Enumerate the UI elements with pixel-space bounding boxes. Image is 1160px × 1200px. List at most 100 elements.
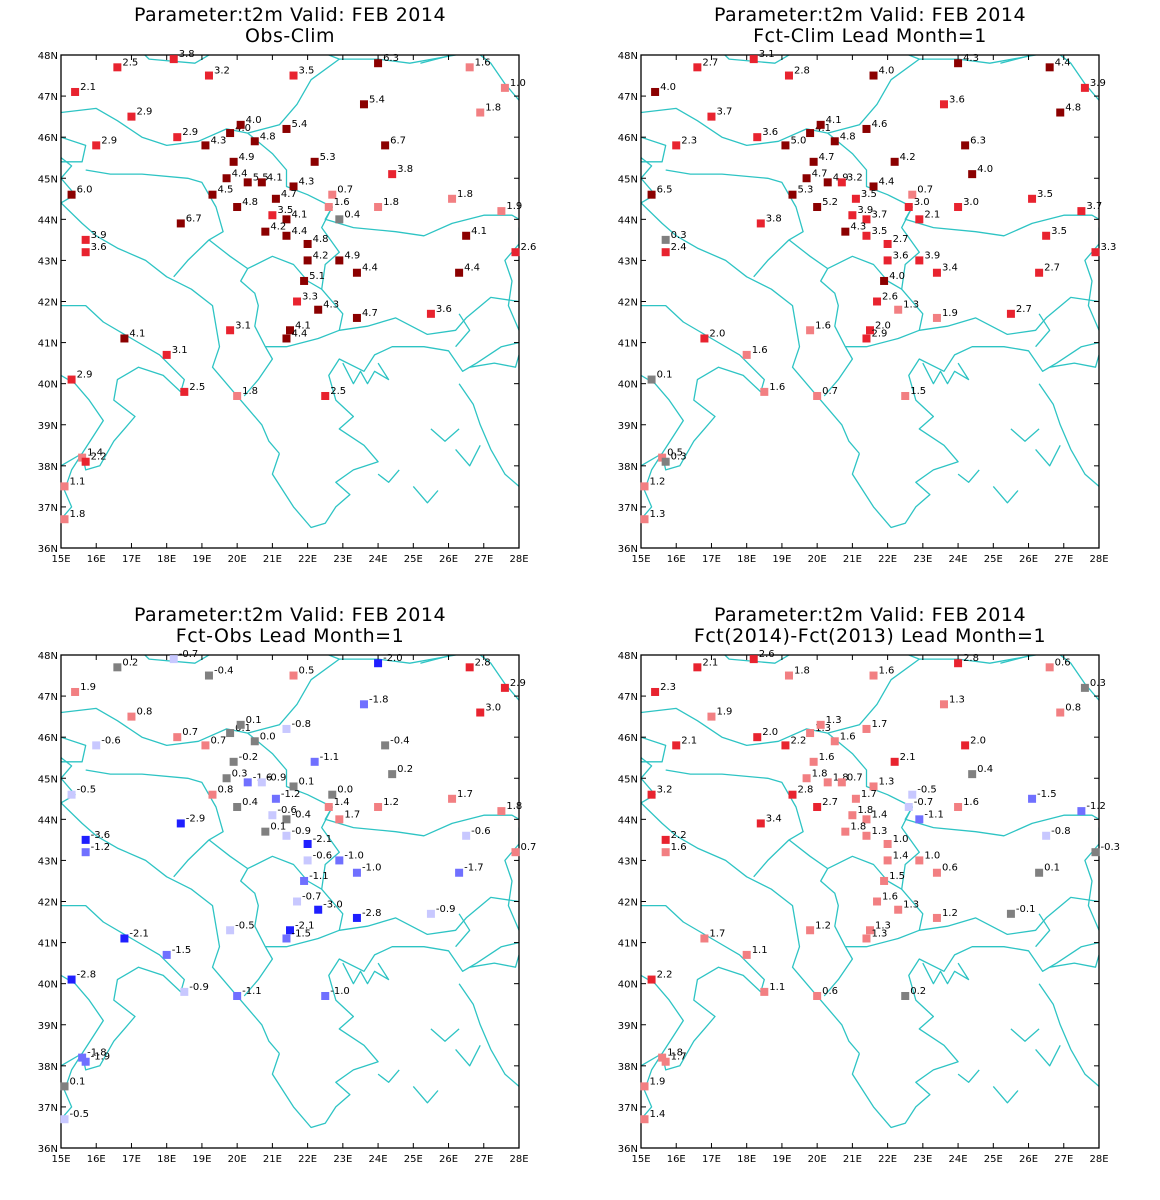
- station-marker: [823, 778, 832, 787]
- station-marker: [324, 203, 333, 212]
- station-value-label: 0.0: [337, 785, 353, 796]
- station-marker: [862, 815, 871, 824]
- coastline-path: [208, 839, 274, 997]
- station-marker: [753, 133, 762, 142]
- station-marker: [869, 671, 878, 680]
- station-marker: [1056, 108, 1065, 117]
- station-marker: [1042, 231, 1051, 240]
- station-value-label: 4.4: [291, 226, 307, 237]
- station-value-label: 0.3: [232, 768, 248, 779]
- station-marker: [359, 700, 368, 709]
- station-marker: [335, 856, 344, 865]
- station-marker: [640, 482, 649, 491]
- station-value-label: 1.1: [70, 476, 86, 487]
- station-value-label: 2.0: [875, 320, 891, 331]
- station-value-label: 4.2: [900, 152, 916, 163]
- panel-title: Parameter:t2m Valid: FEB 2014: [713, 4, 1027, 26]
- y-tick-label: 42N: [38, 898, 58, 909]
- station-marker: [760, 987, 769, 996]
- station-marker: [233, 991, 242, 1000]
- station-value-label: 3.2: [847, 172, 863, 183]
- station-value-label: 3.9: [924, 250, 940, 261]
- station-value-label: -2.8: [77, 970, 97, 981]
- station-marker: [1042, 831, 1051, 840]
- station-value-label: 0.1: [1044, 863, 1060, 874]
- station-marker: [293, 297, 302, 306]
- station-marker: [813, 203, 822, 212]
- station-marker: [67, 375, 76, 384]
- station-value-label: 0.1: [70, 1076, 86, 1087]
- y-tick-label: 46N: [38, 733, 58, 744]
- station-marker: [250, 137, 259, 146]
- station-marker: [286, 926, 294, 935]
- station-marker: [448, 794, 457, 803]
- station-marker: [707, 712, 716, 721]
- y-tick-label: 48N: [38, 51, 58, 62]
- coastline-path: [265, 296, 519, 348]
- station-value-label: -2.1: [313, 834, 333, 845]
- station-value-label: 1.6: [671, 842, 687, 853]
- x-tick-label: 21E: [263, 554, 282, 565]
- y-tick-label: 43N: [38, 256, 58, 267]
- station-marker: [968, 170, 977, 179]
- station-value-label: 0.4: [242, 797, 258, 808]
- station-marker: [120, 334, 129, 343]
- station-value-label: 3.2: [657, 785, 673, 796]
- station-marker: [381, 741, 390, 750]
- station-marker: [78, 453, 87, 462]
- station-marker: [60, 1115, 69, 1124]
- coastline-path: [827, 732, 1099, 837]
- coastline-path: [665, 169, 804, 278]
- station-marker: [352, 313, 361, 322]
- station-marker: [932, 313, 941, 322]
- station-marker: [476, 708, 485, 717]
- station-marker: [303, 856, 312, 865]
- station-marker: [60, 515, 69, 524]
- station-value-label: 3.5: [299, 66, 315, 77]
- station-marker: [760, 387, 769, 396]
- station-marker: [388, 770, 397, 779]
- station-marker: [497, 807, 506, 816]
- x-tick-label: 23E: [333, 1154, 352, 1165]
- station-marker: [954, 803, 963, 812]
- x-tick-label: 27E: [1054, 554, 1073, 565]
- station-value-label: 2.9: [77, 370, 93, 381]
- panel-subtitle: Fct(2014)-Fct(2013) Lead Month=1: [693, 625, 1047, 647]
- station-value-label: 3.3: [302, 292, 318, 303]
- station-marker: [321, 391, 330, 400]
- station-value-label: 2.2: [657, 970, 673, 981]
- station-marker: [261, 227, 270, 236]
- station-marker: [243, 178, 252, 187]
- y-tick-label: 42N: [618, 298, 638, 309]
- station-marker: [742, 950, 751, 959]
- station-value-label: 4.8: [1065, 103, 1081, 114]
- station-value-label: 0.3: [671, 230, 687, 241]
- station-value-label: 4.4: [362, 263, 378, 274]
- y-tick-label: 41N: [38, 939, 58, 950]
- coastline-path: [247, 855, 323, 890]
- station-value-label: 3.7: [716, 107, 732, 118]
- station-marker: [500, 683, 509, 692]
- station-marker: [749, 55, 758, 64]
- station-value-label: 1.8: [457, 189, 473, 200]
- station-marker: [1091, 248, 1100, 257]
- station-value-label: 6.3: [970, 135, 986, 146]
- coastline-path: [469, 954, 519, 968]
- station-marker: [756, 819, 765, 828]
- x-tick-label: 17E: [122, 554, 141, 565]
- y-tick-label: 45N: [38, 174, 58, 185]
- station-marker: [1045, 663, 1054, 672]
- x-tick-label: 22E: [878, 554, 897, 565]
- coastline-path: [957, 1069, 980, 1083]
- station-value-label: 4.2: [270, 222, 286, 233]
- coastline-path: [1010, 1028, 1040, 1042]
- y-tick-label: 46N: [618, 133, 638, 144]
- station-value-label: 3.1: [172, 345, 188, 356]
- panel-title: Parameter:t2m Valid: FEB 2014: [713, 604, 1027, 626]
- station-marker: [261, 827, 270, 836]
- station-value-label: 1.0: [893, 834, 909, 845]
- coastline-path: [788, 839, 854, 997]
- x-tick-label: 19E: [772, 1154, 791, 1165]
- station-marker: [388, 170, 397, 179]
- station-value-label: 3.9: [1090, 78, 1106, 89]
